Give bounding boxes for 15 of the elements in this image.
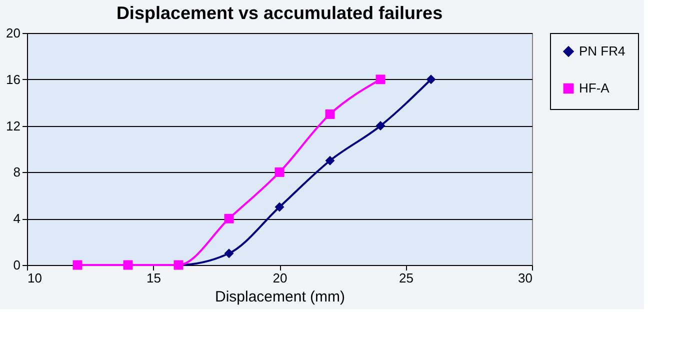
y-tick-label: 16 (6, 72, 20, 87)
y-tick-label: 12 (6, 118, 20, 134)
y-tick-label: 4 (13, 211, 20, 226)
x-axis-title: Displacement (mm) (214, 288, 346, 306)
chart-title: Displacement vs accumulated failures (116, 3, 443, 23)
legend-label: PN FR4 (579, 44, 626, 58)
x-tick-label: 10 (28, 270, 42, 286)
y-tick-label: 20 (6, 26, 20, 40)
x-tick-label: 15 (146, 270, 161, 286)
x-tick-label: 25 (399, 270, 414, 286)
legend-label: HF-A (579, 80, 610, 96)
y-tick-label: 0 (13, 258, 20, 272)
x-tick-label: 30 (518, 270, 532, 286)
y-tick-label: 8 (13, 164, 20, 180)
x-tick-label: 20 (272, 270, 288, 286)
